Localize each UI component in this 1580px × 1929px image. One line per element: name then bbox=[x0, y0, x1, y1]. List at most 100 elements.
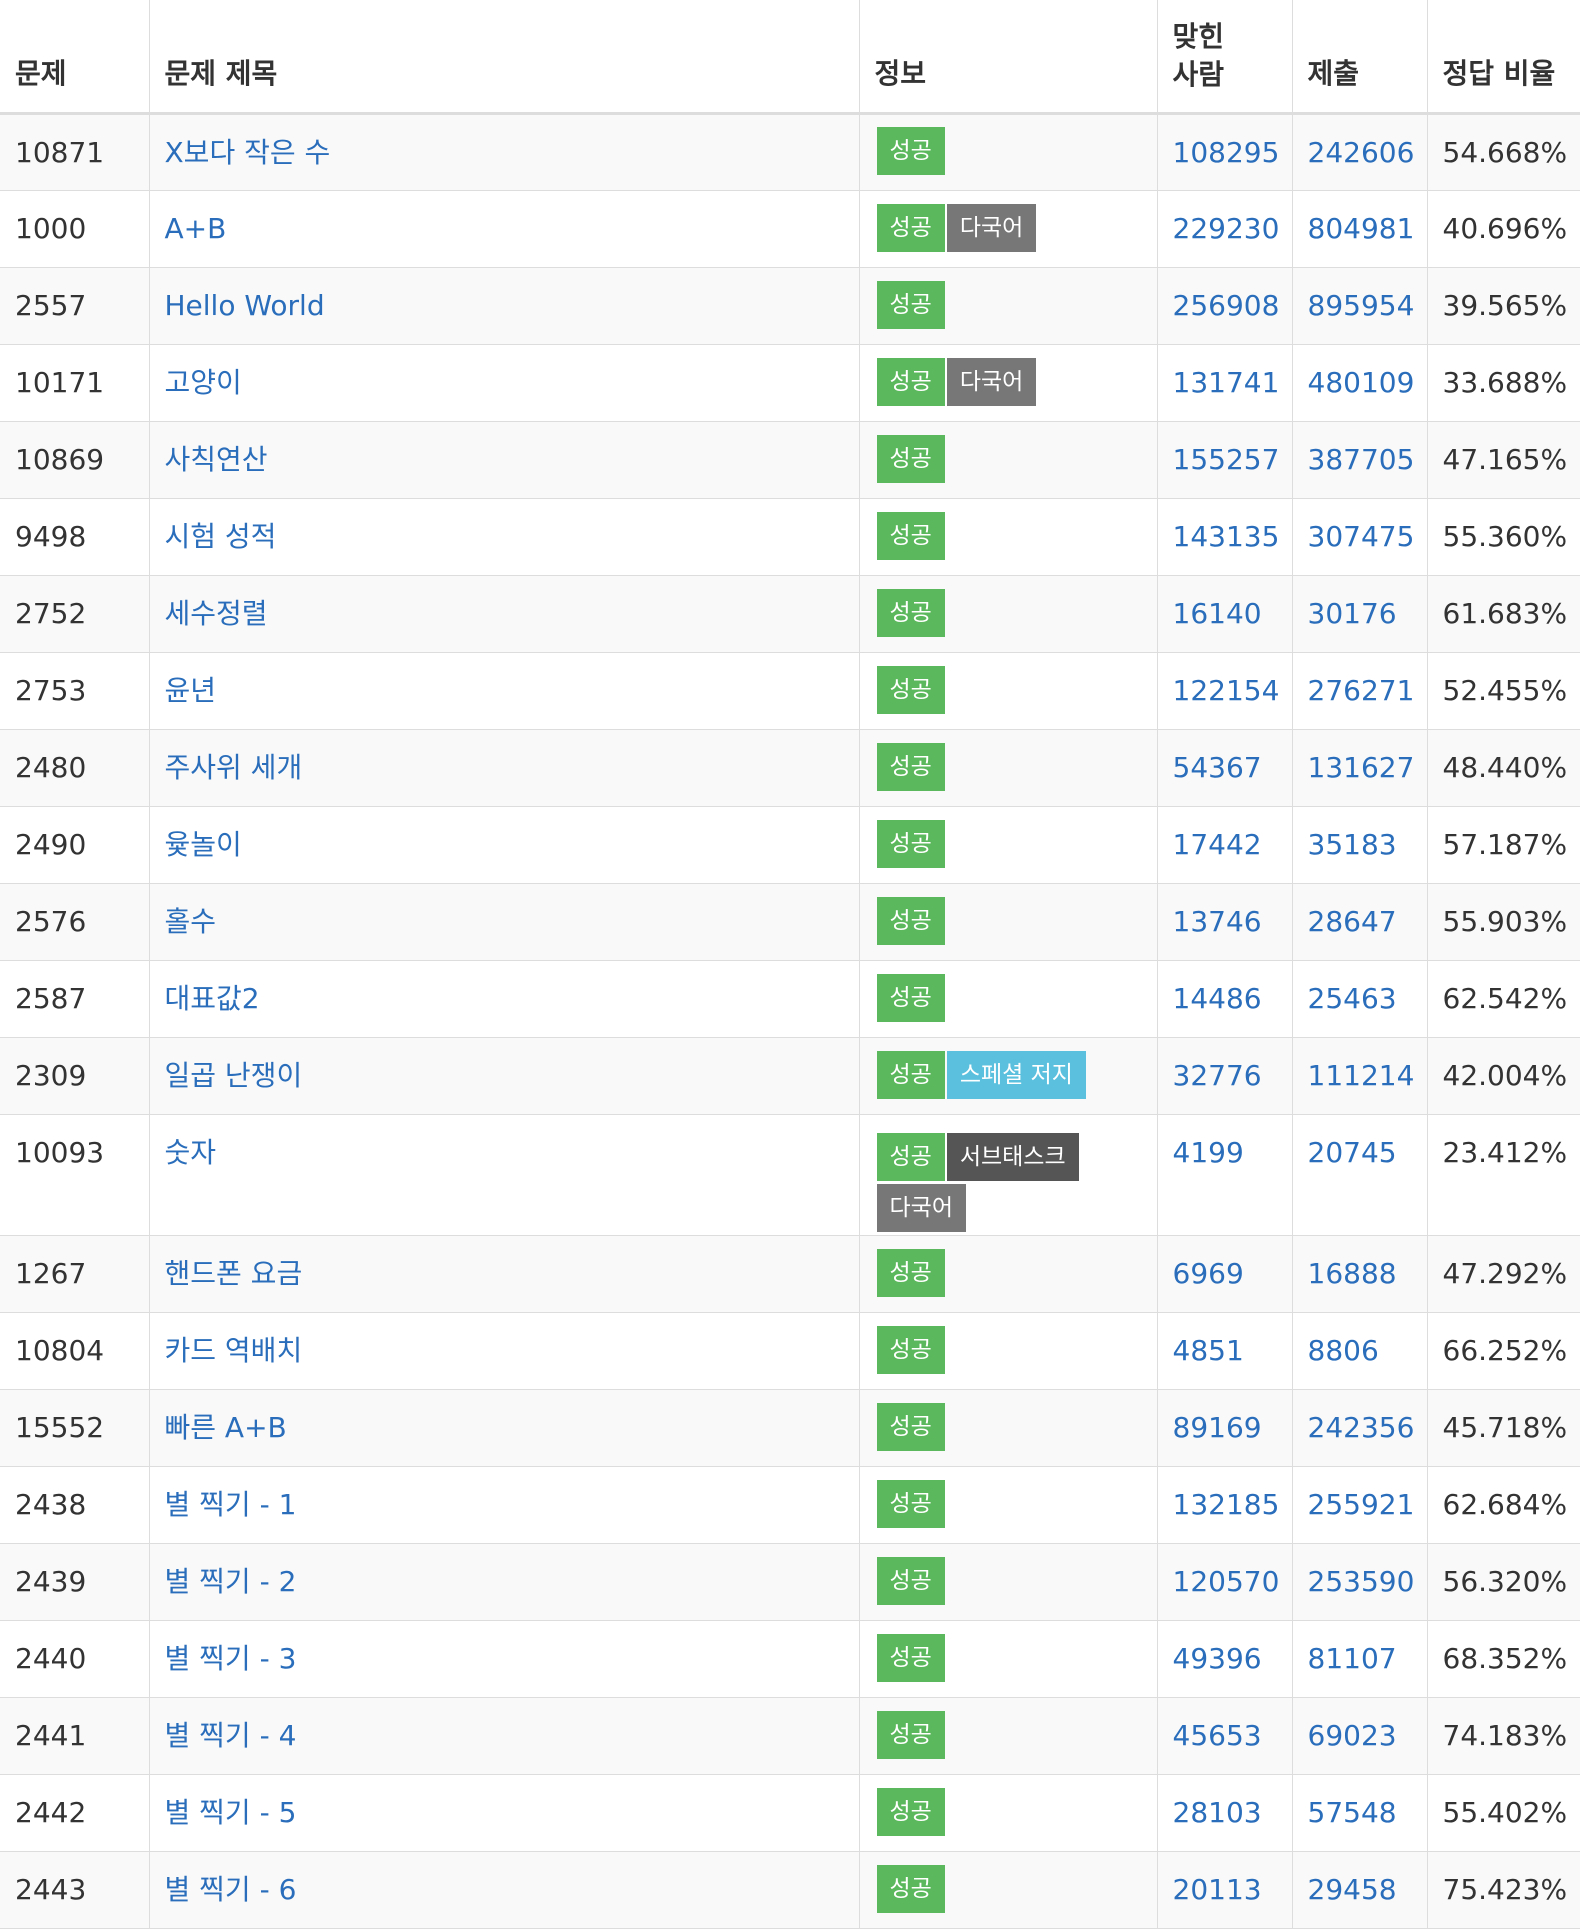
submission-count-link[interactable]: 255921 bbox=[1307, 1488, 1415, 1521]
problem-title-link[interactable]: Hello World bbox=[164, 289, 325, 322]
submission-count-link[interactable]: 276271 bbox=[1307, 674, 1415, 707]
problem-title-link[interactable]: 세수정렬 bbox=[164, 597, 268, 630]
problem-title-link[interactable]: 고양이 bbox=[164, 366, 242, 399]
problem-title-link[interactable]: 일곱 난쟁이 bbox=[164, 1059, 303, 1092]
submission-count-link[interactable]: 253590 bbox=[1307, 1565, 1415, 1598]
problem-title-link[interactable]: A+B bbox=[164, 212, 227, 245]
correct-ratio: 40.696% bbox=[1427, 190, 1580, 268]
accepted-count-link[interactable]: 13746 bbox=[1172, 905, 1262, 938]
accepted-count-link[interactable]: 4199 bbox=[1172, 1136, 1244, 1169]
accepted-count-link[interactable]: 120570 bbox=[1172, 1565, 1280, 1598]
label-success: 성공 bbox=[876, 1787, 945, 1836]
accepted-count-link[interactable]: 108295 bbox=[1172, 135, 1280, 169]
problem-info-cell: 성공 다국어 bbox=[859, 344, 1158, 422]
accepted-count-link[interactable]: 229230 bbox=[1172, 212, 1280, 245]
problem-title-link[interactable]: 홀수 bbox=[164, 905, 217, 938]
problem-title-link[interactable]: 윷놀이 bbox=[164, 828, 242, 861]
accepted-count-cell: 108295 bbox=[1157, 113, 1293, 191]
problem-title-link[interactable]: 핸드폰 요금 bbox=[164, 1257, 303, 1290]
submission-count-link[interactable]: 25463 bbox=[1307, 982, 1397, 1015]
problem-title-link[interactable]: 윤년 bbox=[164, 674, 217, 707]
submission-count-link[interactable]: 307475 bbox=[1307, 520, 1415, 553]
problem-info-cell: 성공 bbox=[859, 267, 1158, 345]
accepted-count-cell: 256908 bbox=[1157, 267, 1293, 345]
submission-count-link[interactable]: 35183 bbox=[1307, 828, 1397, 861]
problem-title-cell: 주사위 세개 bbox=[149, 729, 860, 807]
problem-title-link[interactable]: 빠른 A+B bbox=[164, 1411, 287, 1444]
label-special-judge[interactable]: 스페셜 저지 bbox=[946, 1050, 1086, 1099]
label-multilingual[interactable]: 다국어 bbox=[876, 1184, 966, 1232]
accepted-count-link[interactable]: 32776 bbox=[1172, 1059, 1262, 1092]
accepted-count-link[interactable]: 131741 bbox=[1172, 366, 1280, 399]
accepted-count-link[interactable]: 132185 bbox=[1172, 1488, 1280, 1521]
submission-count-link[interactable]: 30176 bbox=[1307, 597, 1397, 630]
header-info: 정보 bbox=[859, 0, 1158, 115]
accepted-count-link[interactable]: 16140 bbox=[1172, 597, 1262, 630]
accepted-count-link[interactable]: 17442 bbox=[1172, 828, 1262, 861]
accepted-count-link[interactable]: 14486 bbox=[1172, 982, 1262, 1015]
accepted-count-link[interactable]: 45653 bbox=[1172, 1719, 1262, 1752]
accepted-count-link[interactable]: 155257 bbox=[1172, 443, 1280, 476]
submission-count-link[interactable]: 480109 bbox=[1307, 366, 1415, 399]
submission-count-link[interactable]: 131627 bbox=[1307, 751, 1415, 784]
submission-count-link[interactable]: 387705 bbox=[1307, 443, 1415, 476]
submission-count-link[interactable]: 242606 bbox=[1307, 135, 1415, 169]
problem-title-link[interactable]: 별 찍기 - 5 bbox=[164, 1796, 297, 1829]
problem-id: 2441 bbox=[0, 1697, 150, 1775]
problem-title-link[interactable]: X보다 작은 수 bbox=[164, 135, 331, 169]
table-row: 1267 핸드폰 요금 성공 6969 16888 47.292% bbox=[0, 1235, 1580, 1313]
submission-count-link[interactable]: 804981 bbox=[1307, 212, 1415, 245]
problem-title-cell: 홀수 bbox=[149, 883, 860, 961]
problem-info-cell: 성공 bbox=[859, 575, 1158, 653]
submission-count-link[interactable]: 895954 bbox=[1307, 289, 1415, 322]
accepted-count-link[interactable]: 4851 bbox=[1172, 1334, 1244, 1367]
submission-count-link[interactable]: 81107 bbox=[1307, 1642, 1397, 1675]
problem-title-link[interactable]: 별 찍기 - 4 bbox=[164, 1719, 297, 1752]
accepted-count-link[interactable]: 143135 bbox=[1172, 520, 1280, 553]
problem-title-link[interactable]: 대표값2 bbox=[164, 982, 260, 1015]
problem-title-link[interactable]: 별 찍기 - 6 bbox=[164, 1873, 297, 1906]
submission-count-link[interactable]: 111214 bbox=[1307, 1059, 1415, 1092]
accepted-count-link[interactable]: 49396 bbox=[1172, 1642, 1262, 1675]
submission-count-link[interactable]: 28647 bbox=[1307, 905, 1397, 938]
problem-title-cell: 시험 성적 bbox=[149, 498, 860, 576]
correct-ratio: 56.320% bbox=[1427, 1543, 1580, 1621]
label-multilingual[interactable]: 다국어 bbox=[946, 203, 1037, 252]
problem-title-link[interactable]: 별 찍기 - 3 bbox=[164, 1642, 297, 1675]
problem-title-link[interactable]: 숫자 bbox=[164, 1136, 217, 1169]
submission-count-cell: 242606 bbox=[1292, 113, 1428, 191]
accepted-count-link[interactable]: 122154 bbox=[1172, 674, 1280, 707]
problem-title-link[interactable]: 별 찍기 - 2 bbox=[164, 1565, 297, 1598]
submission-count-link[interactable]: 69023 bbox=[1307, 1719, 1397, 1752]
submission-count-link[interactable]: 20745 bbox=[1307, 1136, 1397, 1169]
label-subtask[interactable]: 서브태스크 bbox=[946, 1133, 1079, 1181]
correct-ratio: 33.688% bbox=[1427, 344, 1580, 422]
accepted-count-link[interactable]: 89169 bbox=[1172, 1411, 1262, 1444]
label-success: 성공 bbox=[876, 1710, 945, 1759]
problem-info-cell: 성공 bbox=[859, 1543, 1158, 1621]
submission-count-link[interactable]: 8806 bbox=[1307, 1334, 1379, 1367]
submission-count-link[interactable]: 57548 bbox=[1307, 1796, 1397, 1829]
correct-ratio: 66.252% bbox=[1427, 1312, 1580, 1390]
submission-count-link[interactable]: 16888 bbox=[1307, 1257, 1397, 1290]
problem-title-link[interactable]: 별 찍기 - 1 bbox=[164, 1488, 297, 1521]
problem-title-link[interactable]: 사칙연산 bbox=[164, 443, 268, 476]
accepted-count-link[interactable]: 20113 bbox=[1172, 1873, 1262, 1906]
label-multilingual[interactable]: 다국어 bbox=[946, 357, 1037, 406]
correct-ratio: 62.542% bbox=[1427, 960, 1580, 1038]
table-row: 2438 별 찍기 - 1 성공 132185 255921 62.684% bbox=[0, 1466, 1580, 1544]
problem-title-link[interactable]: 카드 역배치 bbox=[164, 1334, 303, 1367]
problem-info-cell: 성공 bbox=[859, 883, 1158, 961]
submission-count-link[interactable]: 242356 bbox=[1307, 1411, 1415, 1444]
submission-count-link[interactable]: 29458 bbox=[1307, 1873, 1397, 1906]
accepted-count-link[interactable]: 256908 bbox=[1172, 289, 1280, 322]
problem-title-link[interactable]: 주사위 세개 bbox=[164, 751, 303, 784]
submission-count-cell: 29458 bbox=[1292, 1851, 1428, 1929]
table-row: 10093 숫자 성공 서브태스크다국어 4199 20745 23.412% bbox=[0, 1114, 1580, 1236]
correct-ratio: 75.423% bbox=[1427, 1851, 1580, 1929]
accepted-count-link[interactable]: 28103 bbox=[1172, 1796, 1262, 1829]
accepted-count-link[interactable]: 6969 bbox=[1172, 1257, 1244, 1290]
problem-title-cell: 일곱 난쟁이 bbox=[149, 1037, 860, 1115]
accepted-count-link[interactable]: 54367 bbox=[1172, 751, 1262, 784]
problem-title-link[interactable]: 시험 성적 bbox=[164, 520, 277, 553]
